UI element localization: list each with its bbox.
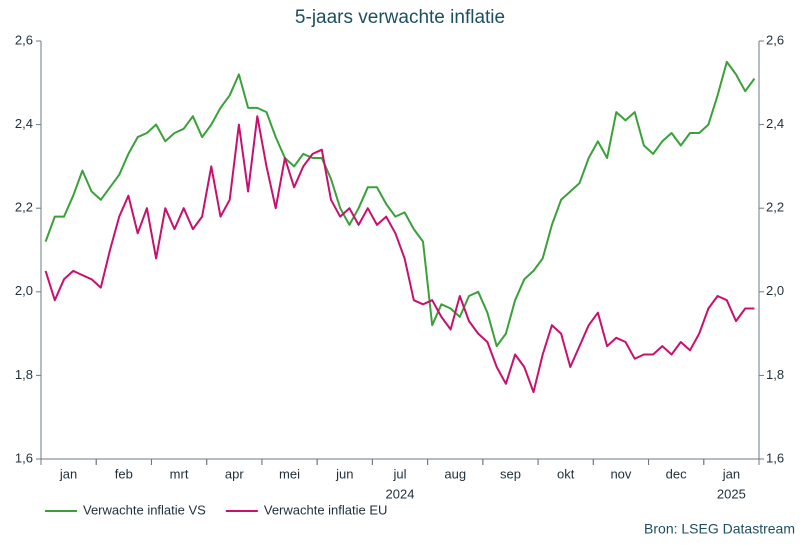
y-tick-label: 2,4 [15, 116, 33, 131]
x-tick-label: jun [335, 466, 353, 481]
x-tick-label: feb [115, 466, 133, 481]
x-tick-label: sep [500, 466, 521, 481]
x-tick-label: okt [557, 466, 575, 481]
y-tick-label: 2,6 [15, 32, 33, 47]
y2-tick-label: 2,6 [766, 32, 784, 47]
x-tick-label: aug [444, 466, 466, 481]
x-tick-label: jan [59, 466, 77, 481]
source: Bron: LSEG Datastream [644, 521, 795, 537]
series-line [44, 60, 756, 348]
x-tick-label: apr [225, 466, 244, 481]
y-tick-label: 2,2 [15, 200, 33, 215]
y-tick-label: 1,6 [15, 450, 33, 465]
legend-label: Verwachte inflatie EU [264, 502, 388, 517]
x-tick-label: nov [610, 466, 631, 481]
y2-tick-label: 1,8 [766, 367, 784, 382]
y2-tick-label: 2,4 [766, 116, 784, 131]
legend-label: Verwachte inflatie VS [83, 502, 206, 517]
x-year-label: 2024 [386, 486, 415, 501]
x-tick-label: mei [279, 466, 300, 481]
x-tick-label: mrt [170, 466, 189, 481]
chart-title: 5-jaars verwachte inflatie [295, 7, 505, 28]
x-tick-label: jul [392, 466, 406, 481]
y-tick-label: 2,0 [15, 283, 33, 298]
x-tick-label: jan [722, 466, 740, 481]
y2-tick-label: 2,2 [766, 200, 784, 215]
x-year-label: 2025 [717, 486, 746, 501]
series-line [44, 115, 755, 394]
y-tick-label: 1,8 [15, 367, 33, 382]
x-tick-label: dec [666, 466, 687, 481]
y2-tick-label: 1,6 [766, 450, 784, 465]
y2-tick-label: 2,0 [766, 283, 784, 298]
